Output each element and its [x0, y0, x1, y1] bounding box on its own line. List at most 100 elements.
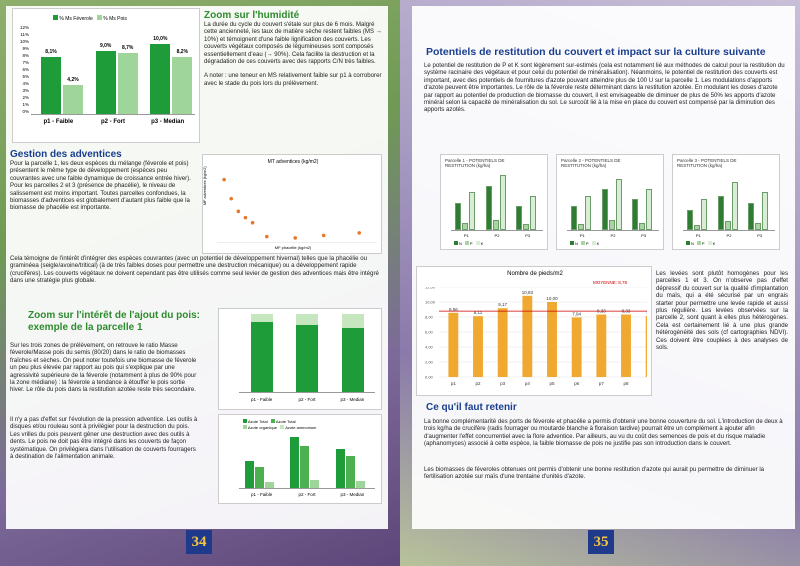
- stack-x-label: p3 - Median: [340, 397, 365, 402]
- stack-plot-area: [239, 314, 375, 393]
- mini-legend-swatch: [570, 241, 574, 245]
- stack-x-label: p2 - Fort: [298, 397, 316, 402]
- mini-bar: [578, 223, 584, 230]
- pieds-y-tick: 6,00: [425, 330, 434, 335]
- adventices-text: Pour la parcelle 1, les deux espèces du …: [10, 160, 191, 212]
- ms-y-tick: 12%: [19, 25, 29, 30]
- pieds-bar: [596, 314, 607, 377]
- stack-x-axis: p1 - Faible p2 - Fort p3 - Median: [239, 397, 375, 407]
- pieds-y-tick: 8,00: [425, 315, 434, 320]
- azote-plot-area: [239, 433, 375, 489]
- ms-y-tick: 6%: [22, 67, 29, 72]
- scatter-point: [264, 234, 269, 239]
- azote-x-label: p3 - Median: [340, 492, 365, 497]
- pieds-y-tick: 2,00: [425, 360, 434, 365]
- pieds-data-label: 10,83: [522, 290, 534, 295]
- mini-plot-area: [683, 173, 775, 231]
- mini-bar: [469, 192, 475, 230]
- pois-title: Zoom sur l'intérêt de l'ajout du pois: e…: [28, 310, 200, 333]
- mini-bar: [530, 195, 537, 230]
- pieds-x-label: p3: [500, 381, 506, 386]
- stack-bar-segment: [341, 328, 364, 392]
- ms-y-tick: 8%: [22, 53, 29, 58]
- mini-x-label: P1: [463, 233, 469, 238]
- mini-bar: [601, 189, 608, 230]
- ms-x-label: p2 - Fort: [100, 119, 125, 125]
- azote-bar: [255, 466, 264, 488]
- ms-bar: [95, 51, 116, 114]
- ms-y-tick: 1%: [22, 102, 29, 107]
- ms-bar: [117, 53, 138, 114]
- ms-data-label: 8,2%: [176, 48, 189, 55]
- mini-bar: [639, 222, 646, 230]
- mini-bar: [701, 199, 707, 230]
- scatter-point: [236, 209, 241, 214]
- azote-bar: [310, 479, 320, 488]
- mini-legend-label: N: [575, 241, 578, 246]
- mini-legend-label: P: [469, 241, 473, 246]
- pois-text2: Il n'y a pas d'effet sur l'évolution de …: [10, 416, 198, 461]
- mini-bar: [485, 185, 492, 230]
- pieds-x-label: p4: [525, 381, 531, 386]
- pieds-data-label: 10,00: [546, 296, 558, 301]
- mini-bar: [717, 195, 724, 230]
- mini-chart-title: Parcelle 1 - POTENTIELS DE RESTITUTION (…: [445, 158, 505, 168]
- retenir-title: Ce qu'il faut retenir: [426, 402, 517, 413]
- scatter-point: [321, 233, 326, 238]
- mini-bar: [585, 195, 591, 230]
- scatter-point: [293, 236, 298, 240]
- mini-bar: [748, 202, 755, 230]
- pieds-bar: [497, 308, 508, 377]
- ms-y-tick: 2%: [22, 95, 29, 100]
- scatter-point: [243, 215, 248, 220]
- mini-legend-swatch: [686, 241, 690, 245]
- stack-bar-segment: [296, 324, 319, 392]
- scatter-ylabel: MF adventices (kg/m2): [203, 166, 207, 205]
- pieds-bar: [448, 312, 459, 377]
- ms-bar: [172, 56, 193, 114]
- ms-y-axis: 12% 11% 10% 9% 8% 7% 6% 5% 4% 3% 2% 1% 0%: [15, 25, 29, 121]
- ms-y-tick: 10%: [19, 39, 29, 44]
- pois-section: Zoom sur l'intérêt de l'ajout du pois: e…: [28, 310, 208, 334]
- pieds-title: Nombre de pieds/m2: [507, 271, 563, 277]
- azote-legend-1: Azote Total: [247, 419, 268, 424]
- mini-x-label: P1: [579, 233, 585, 238]
- pieds-bar: [522, 295, 533, 377]
- azote-bar: [335, 449, 345, 488]
- mini-chart-1: Parcelle 1 - POTENTIELS DE RESTITUTION (…: [440, 154, 548, 250]
- stack-x-label: p1 - Faible: [251, 397, 273, 402]
- ms-bar: [150, 44, 171, 114]
- stack-bar-segment: [251, 314, 273, 322]
- pieds-x-label: p2: [475, 381, 481, 386]
- ms-data-label: 9,0%: [99, 43, 112, 49]
- ms-x-label: p1 - Faible: [43, 119, 74, 125]
- scatter-point: [222, 177, 226, 182]
- mini-bar: [724, 221, 731, 230]
- mini-legend-swatch: [591, 241, 596, 245]
- retenir-text2: Les biomasses de féveroles obtenues ont …: [424, 466, 765, 481]
- pieds-y-tick: 0,00: [425, 375, 434, 380]
- scatter-chart: MT adventices (kg/m2) MF adventices (kg/…: [202, 154, 382, 254]
- mini-bar: [694, 224, 700, 230]
- ms-x-axis: p1 - Faible p2 - Fort p3 - Median: [31, 119, 195, 133]
- pieds-x-label: p6: [574, 381, 580, 386]
- pieds-y-tick: 4,00: [425, 345, 434, 350]
- pieds-y-tick: 10,00: [425, 300, 436, 305]
- ms-y-tick: 4%: [22, 81, 29, 86]
- scatter-title: MT adventices (kg/m2): [267, 159, 319, 165]
- mini-plot-area: [567, 173, 659, 231]
- page-number-right: 35: [588, 530, 614, 554]
- adventices-section: Gestion des adventices Pour la parcelle …: [10, 149, 196, 212]
- pieds-data-label: 8,56: [449, 307, 458, 312]
- legend-pois: % Ms Pois: [103, 16, 127, 22]
- pieds-bar: [621, 314, 631, 377]
- ms-y-tick: 11%: [20, 32, 29, 37]
- mini-bar: [615, 178, 622, 230]
- mini-legend-label: N: [459, 241, 462, 246]
- mini-legend-label: K: [712, 241, 716, 246]
- mini-chart-2: Parcelle 2 - POTENTIELS DE RESTITUTION (…: [556, 154, 664, 250]
- mini-legend-swatch: [696, 241, 701, 245]
- mini-chart-title: Parcelle 2 - POTENTIELS DE RESTITUTION (…: [561, 158, 621, 168]
